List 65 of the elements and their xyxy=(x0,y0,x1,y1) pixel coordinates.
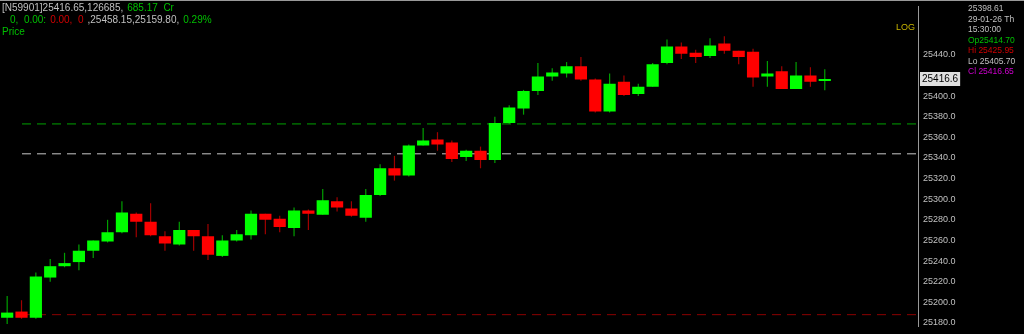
candlestick xyxy=(703,37,717,59)
candlestick xyxy=(359,188,372,223)
candlestick xyxy=(517,89,530,116)
candlestick xyxy=(158,230,172,252)
candlestick xyxy=(431,131,444,152)
candlestick xyxy=(775,65,788,90)
candlestick xyxy=(144,202,157,237)
text: Lo 25405.70 xyxy=(968,55,1016,66)
y-tick-label: 25240.0 xyxy=(923,255,956,266)
text: 29-01-26 Th xyxy=(968,13,1015,24)
candlestick xyxy=(101,219,114,244)
y-tick-label: 25380.0 xyxy=(923,111,956,122)
candlestick xyxy=(818,68,831,91)
candlestick xyxy=(789,61,803,90)
y-tick-label: 25220.0 xyxy=(923,276,956,287)
text: Op25414.70 xyxy=(968,34,1015,45)
text: 25398.61 xyxy=(968,3,1004,13)
y-tick-label: 25400.0 xyxy=(923,90,956,101)
candlestick xyxy=(187,229,200,252)
annotation: 0.00, 0 xyxy=(50,14,84,25)
annotation: 0.29% xyxy=(183,14,212,25)
candlestick xyxy=(1,295,14,325)
candlestick xyxy=(44,258,57,283)
annotation: [N59901]25416.65,126685, xyxy=(2,2,124,13)
y-tick-label: 25180.0 xyxy=(923,317,956,328)
text: 15:30:00 xyxy=(968,24,1002,34)
candlestick xyxy=(216,234,229,258)
annotation: 685.17 Cr xyxy=(127,2,174,13)
candlestick xyxy=(173,221,186,247)
text: Cl 25416.65 xyxy=(968,66,1014,76)
annotation: Price xyxy=(2,26,25,37)
y-tick-label: 25280.0 xyxy=(923,214,956,225)
candlestick xyxy=(15,299,28,320)
candlestick xyxy=(130,211,143,238)
y-tick-label: 25440.0 xyxy=(923,49,956,60)
candlestick xyxy=(474,146,487,169)
candlestick xyxy=(287,206,301,237)
candlestick xyxy=(574,56,588,82)
text: Hi 25425.95 xyxy=(968,45,1014,55)
candlestick xyxy=(316,188,329,216)
y-tick-label: 25300.0 xyxy=(923,193,956,204)
candlestick xyxy=(646,62,659,88)
candlestick xyxy=(302,208,315,231)
candlestick xyxy=(617,74,631,97)
annotation: 0, 0.00: xyxy=(10,14,47,25)
candlestick xyxy=(201,223,215,261)
candlestick xyxy=(388,155,401,182)
candlestick xyxy=(445,139,458,163)
candlestick xyxy=(330,196,344,213)
candlestick xyxy=(660,38,674,65)
candlestick xyxy=(72,243,85,271)
candlestick xyxy=(115,200,129,234)
candlestick xyxy=(531,62,544,96)
y-tick-label: 25320.0 xyxy=(923,173,956,184)
candlestick xyxy=(761,60,774,88)
y-tick-label: 25360.0 xyxy=(923,131,956,142)
annotation: 25416.6 xyxy=(922,72,959,84)
y-tick-label: 25340.0 xyxy=(923,152,956,163)
y-tick-label: 25200.0 xyxy=(923,296,956,307)
y-tick-label: 25260.0 xyxy=(923,234,956,245)
candlestick xyxy=(417,127,430,147)
annotation: ,25458.15,25159.80, xyxy=(87,14,180,25)
candlestick xyxy=(244,209,258,240)
candlestick xyxy=(804,66,817,88)
annotation: LOG xyxy=(896,22,916,32)
